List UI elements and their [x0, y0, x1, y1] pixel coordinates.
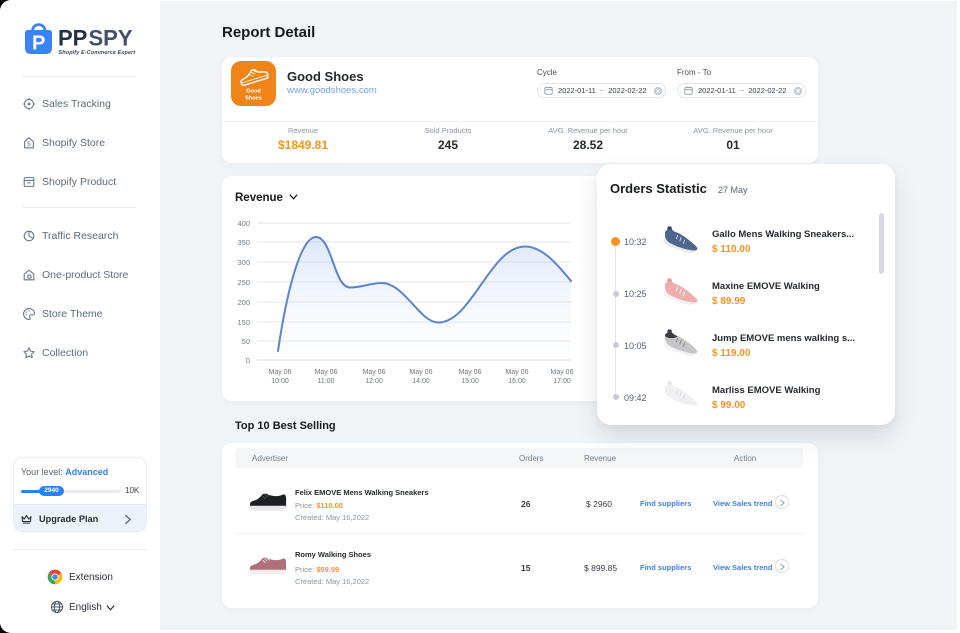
svg-text:150: 150 [237, 318, 250, 327]
svg-text:15:00: 15:00 [461, 378, 479, 385]
svg-text:Shoes: Shoes [245, 96, 262, 102]
svg-text:May 06: May 06 [315, 369, 338, 376]
svg-text:May 06: May 06 [551, 369, 574, 376]
svg-text:300: 300 [237, 258, 250, 267]
svg-text:350: 350 [237, 238, 250, 247]
svg-text:$: $ [27, 141, 31, 148]
svg-text:11:00: 11:00 [318, 378, 335, 385]
svg-text:16:00: 16:00 [508, 378, 526, 385]
svg-text:Good: Good [246, 89, 261, 95]
svg-text:May 06: May 06 [363, 369, 386, 376]
svg-text:Shopify E-Commerce Expert: Shopify E-Commerce Expert [59, 50, 137, 56]
svg-text:14:00: 14:00 [412, 378, 430, 385]
svg-text:12:00: 12:00 [365, 378, 383, 385]
svg-text:May 06: May 06 [410, 369, 433, 376]
svg-text:PP: PP [58, 26, 87, 51]
svg-text:250: 250 [237, 278, 250, 287]
svg-text:P: P [32, 33, 45, 55]
svg-text:50: 50 [242, 337, 250, 346]
svg-text:10:00: 10:00 [271, 378, 289, 385]
svg-text:200: 200 [237, 298, 250, 307]
svg-text:May 06: May 06 [269, 369, 292, 376]
svg-text:SPY: SPY [89, 26, 133, 51]
svg-text:400: 400 [237, 219, 250, 228]
svg-text:May 06: May 06 [506, 369, 529, 376]
svg-text:0: 0 [246, 356, 250, 365]
svg-text:May 06: May 06 [459, 369, 482, 376]
svg-text:17:00: 17:00 [553, 378, 571, 385]
